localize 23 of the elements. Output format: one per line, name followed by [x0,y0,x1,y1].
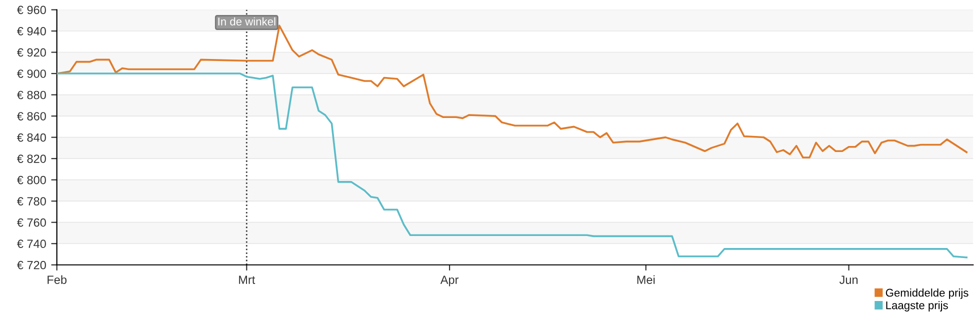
ref-line-label: In de winkel [218,17,276,26]
y-tick-label: € 720 [16,260,46,270]
y-tick-label: € 860 [16,112,46,120]
legend-label: Gemiddelde prijs [886,288,968,299]
y-tick-label: € 760 [16,218,46,227]
x-tick-label: Apr [440,276,459,286]
y-tick-label: € 900 [16,70,46,78]
x-tick-label: Jun [839,276,858,284]
y-tick-label: € 920 [16,48,46,57]
y-tick-label: € 880 [16,90,46,100]
x-tick-label: Feb [48,275,67,284]
line-series [56,24,968,158]
y-tick-label: € 800 [16,176,46,184]
y-tick-label: € 820 [16,154,46,163]
y-tick-label: € 940 [16,27,46,36]
y-tick-label: € 780 [16,197,46,206]
x-tick-label: Mrt [239,276,256,284]
legend-label: Laagste prijs [886,301,948,312]
y-tick-label: € 960 [16,6,46,14]
y-tick-label: € 840 [16,133,46,142]
y-tick-label: € 740 [16,240,46,248]
line-series [56,72,968,258]
x-tick-label: Mei [637,275,655,284]
